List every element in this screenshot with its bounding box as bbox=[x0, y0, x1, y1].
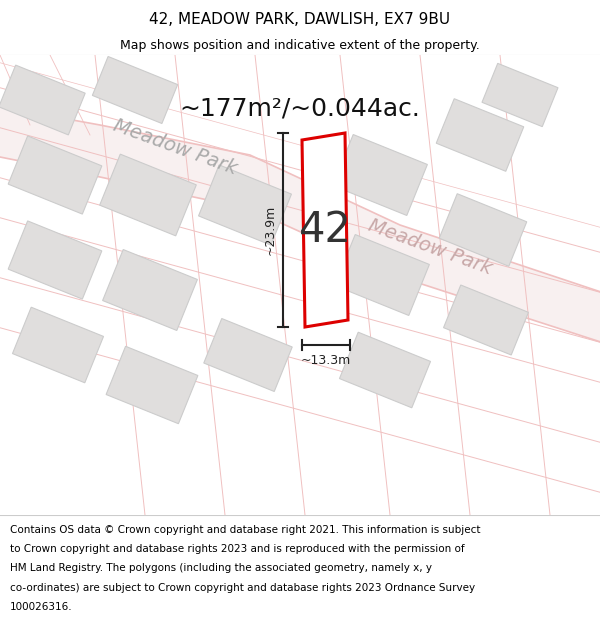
Bar bbox=[106, 346, 198, 424]
Text: Meadow Park: Meadow Park bbox=[110, 116, 239, 178]
Bar bbox=[92, 56, 178, 124]
Text: to Crown copyright and database rights 2023 and is reproduced with the permissio: to Crown copyright and database rights 2… bbox=[10, 544, 465, 554]
Text: Meadow Park: Meadow Park bbox=[365, 216, 494, 278]
Text: 100026316.: 100026316. bbox=[10, 602, 73, 612]
Text: 42: 42 bbox=[299, 209, 352, 251]
Bar bbox=[199, 165, 292, 245]
Bar bbox=[443, 285, 529, 355]
Text: 42, MEADOW PARK, DAWLISH, EX7 9BU: 42, MEADOW PARK, DAWLISH, EX7 9BU bbox=[149, 12, 451, 27]
Bar bbox=[8, 221, 102, 299]
Text: ~13.3m: ~13.3m bbox=[301, 354, 351, 367]
Text: Map shows position and indicative extent of the property.: Map shows position and indicative extent… bbox=[120, 39, 480, 51]
Text: HM Land Registry. The polygons (including the associated geometry, namely x, y: HM Land Registry. The polygons (includin… bbox=[10, 563, 432, 573]
Polygon shape bbox=[302, 133, 348, 327]
Bar bbox=[439, 194, 527, 266]
Text: ~23.9m: ~23.9m bbox=[263, 205, 277, 255]
Bar bbox=[436, 99, 524, 171]
Bar bbox=[13, 308, 104, 382]
Bar bbox=[335, 234, 430, 316]
Bar bbox=[100, 154, 196, 236]
Text: Contains OS data © Crown copyright and database right 2021. This information is : Contains OS data © Crown copyright and d… bbox=[10, 525, 481, 535]
Bar bbox=[103, 249, 197, 331]
Bar bbox=[8, 136, 102, 214]
Polygon shape bbox=[0, 105, 600, 345]
Text: co-ordinates) are subject to Crown copyright and database rights 2023 Ordnance S: co-ordinates) are subject to Crown copyr… bbox=[10, 582, 475, 592]
Bar bbox=[0, 65, 85, 135]
Text: ~177m²/~0.044ac.: ~177m²/~0.044ac. bbox=[179, 96, 421, 120]
Bar bbox=[332, 134, 427, 216]
Bar bbox=[340, 332, 431, 408]
Bar bbox=[482, 63, 558, 127]
Bar bbox=[204, 319, 292, 391]
